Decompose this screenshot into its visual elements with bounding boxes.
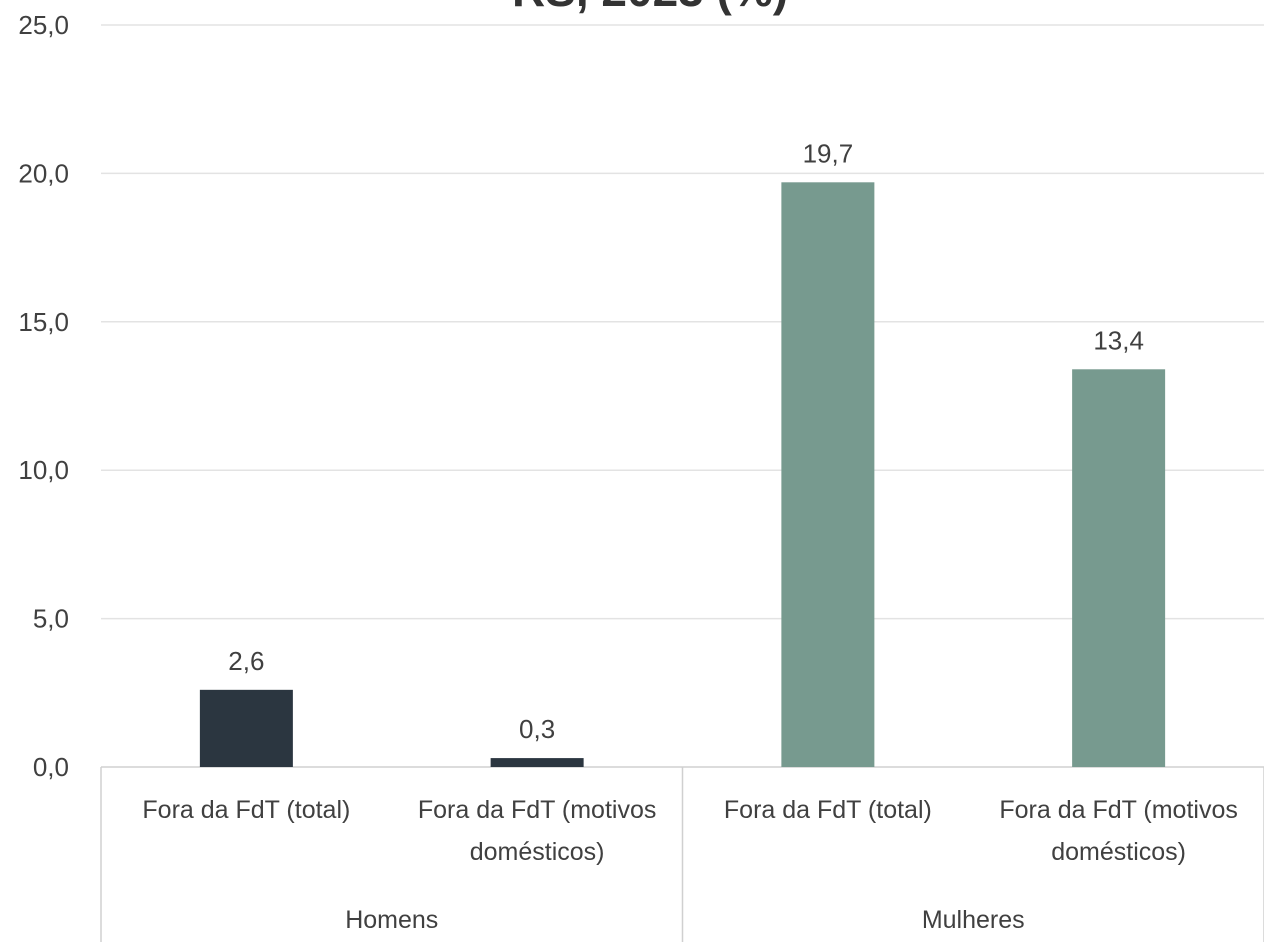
data-label: 2,6 [228, 646, 264, 676]
category-label: Fora da FdT (total) [724, 796, 932, 824]
y-tick-label: 20,0 [18, 158, 69, 188]
category-label: domésticos) [470, 838, 605, 866]
category-label: Fora da FdT (motivos [418, 796, 657, 824]
bar [490, 758, 584, 767]
y-tick-label: 5,0 [33, 604, 69, 634]
data-label: 0,3 [519, 714, 555, 744]
chart-title: RS, 2023 (%) [512, 0, 788, 16]
group-label: Mulheres [922, 906, 1025, 934]
y-tick-label: 10,0 [18, 455, 69, 485]
y-tick-label: 0,0 [33, 752, 69, 782]
category-label: Fora da FdT (total) [142, 796, 350, 824]
data-label: 13,4 [1093, 325, 1144, 355]
category-label: domésticos) [1051, 838, 1186, 866]
bar [781, 182, 875, 767]
data-label: 19,7 [803, 138, 854, 168]
category-label: Fora da FdT (motivos [999, 796, 1238, 824]
y-tick-label: 15,0 [18, 307, 69, 337]
y-tick-label: 25,0 [18, 10, 69, 40]
bar [199, 689, 293, 767]
gridlines [101, 24, 1264, 620]
bars [199, 182, 1166, 767]
labels: 2,6 Fora da FdT (total) 0,3 Fora da FdT (mo… [142, 138, 1237, 934]
group-label: Homens [345, 906, 438, 934]
axes: 0,0 5,0 10,0 15,0 20,0 25,0 [18, 10, 1264, 942]
bar [1072, 369, 1166, 767]
